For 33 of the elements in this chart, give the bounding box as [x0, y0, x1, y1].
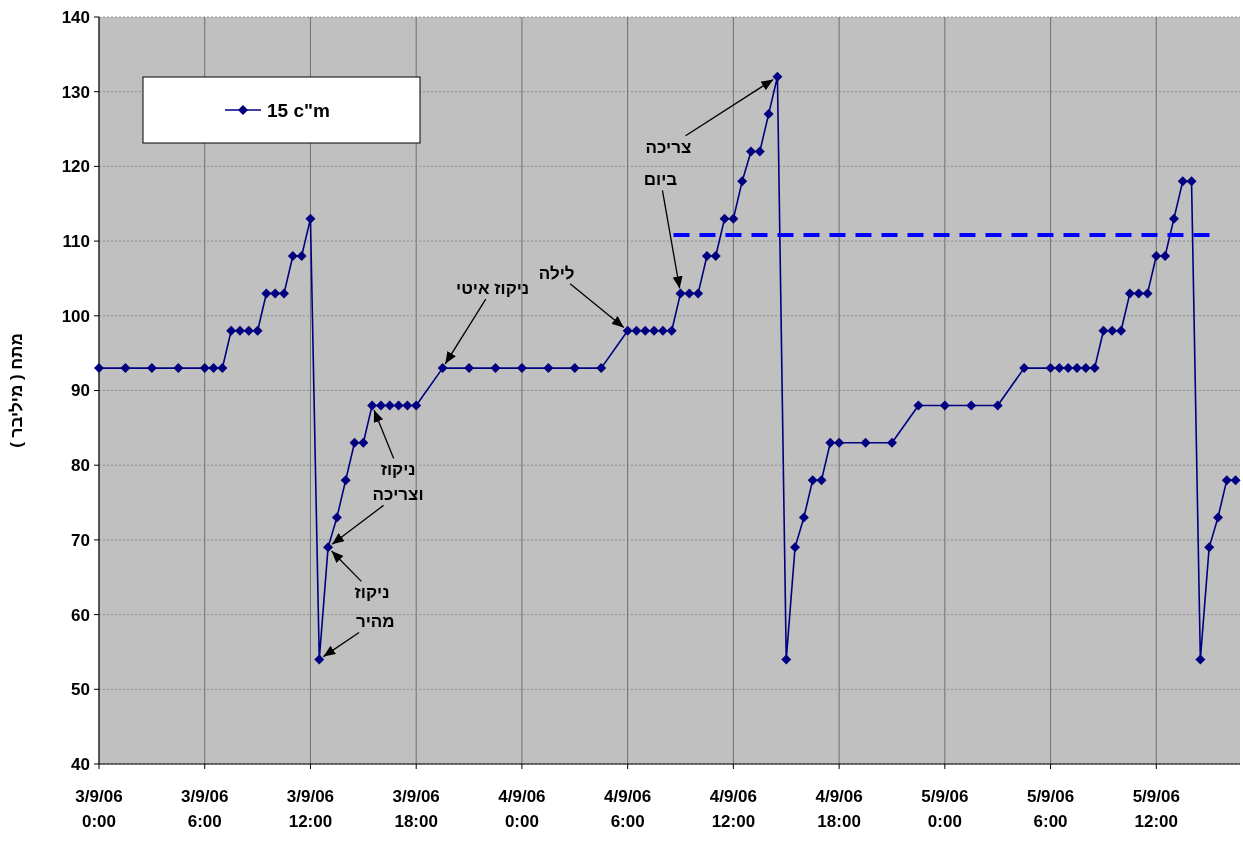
annotation: ניקוז [380, 460, 416, 480]
y-tick-label: 80 [71, 456, 90, 476]
y-tick-label: 130 [61, 82, 90, 102]
annotation: ניקוז איטי [456, 279, 530, 299]
x-tick-label: 4/9/06 6:00 [604, 787, 652, 831]
y-tick-label: 70 [71, 530, 90, 550]
x-tick-label: 5/9/06 0:00 [921, 787, 969, 831]
legend-label: 15 c"m [267, 99, 330, 121]
y-tick-label: 40 [71, 754, 90, 774]
y-tick-label: 110 [62, 232, 90, 252]
annotation: צריכה [645, 137, 692, 157]
x-tick-label: 5/9/06 12:00 [1132, 787, 1180, 831]
x-tick-label: 5/9/06 6:00 [1026, 787, 1075, 831]
annotation: לילה [538, 263, 575, 283]
annotation: וצריכה [372, 485, 424, 505]
x-tick-label: 3/9/06 6:00 [181, 787, 229, 831]
y-tick-label: 100 [61, 306, 90, 326]
y-tick-label: 90 [71, 381, 90, 401]
legend: 15 c"m [142, 76, 421, 144]
x-tick-label: 4/9/06 12:00 [709, 787, 758, 831]
y-tick-label: 50 [71, 680, 90, 700]
x-tick-label: 3/9/06 18:00 [392, 787, 440, 831]
annotation: מהיר [355, 612, 395, 632]
x-tick-label: 3/9/06 12:00 [286, 787, 335, 831]
annotation: ניקוז [354, 583, 390, 603]
x-tick-label: 4/9/06 0:00 [498, 787, 546, 831]
y-tick-label: 60 [71, 605, 90, 625]
y-tick-label: 120 [61, 157, 90, 177]
y-tick-label: 140 [61, 7, 90, 27]
x-tick-label: 3/9/06 0:00 [75, 787, 123, 831]
y-axis-title: מתח ( מיליבר ) [7, 333, 26, 448]
x-tick-label: 4/9/06 18:00 [815, 787, 863, 831]
annotation: ביום [643, 170, 678, 190]
